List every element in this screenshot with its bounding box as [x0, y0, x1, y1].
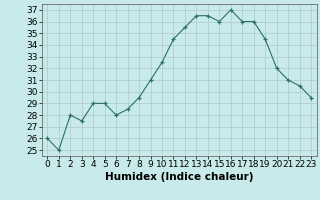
X-axis label: Humidex (Indice chaleur): Humidex (Indice chaleur)	[105, 172, 253, 182]
